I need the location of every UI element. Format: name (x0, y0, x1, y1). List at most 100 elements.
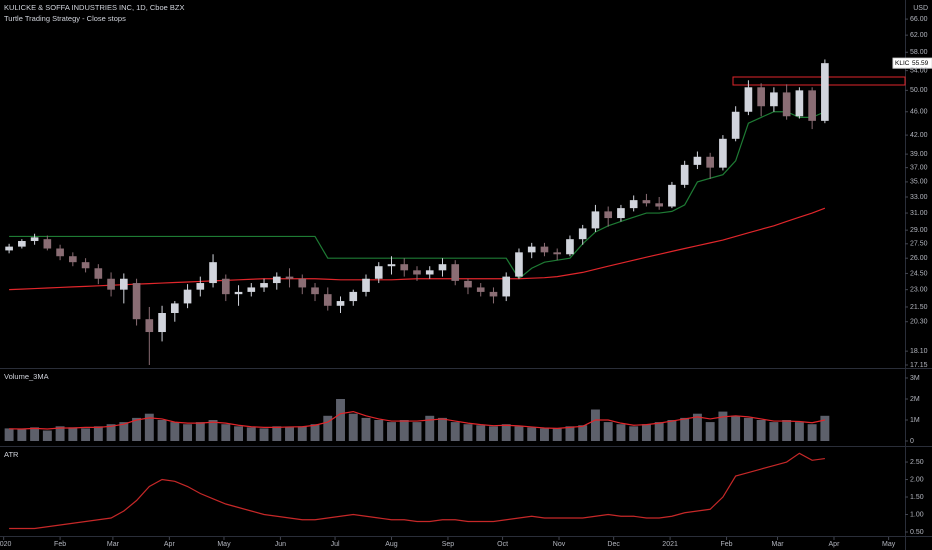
candle-body (476, 287, 485, 292)
y-tick-label: 0.50 (910, 529, 924, 536)
candle-body (170, 303, 179, 314)
y-tick-label: 2M (910, 396, 920, 403)
y-tick-label: 2.00 (910, 476, 924, 483)
volume-bar (387, 422, 396, 442)
y-tick-label: 54.00 (910, 67, 928, 74)
marks: KLIC 55.59 (4, 57, 932, 530)
candle-body (349, 291, 358, 302)
candle-body (668, 184, 676, 207)
volume-bar (310, 424, 320, 442)
y-tick-label: 0 (910, 438, 914, 445)
volume-bar (399, 420, 409, 442)
candle-body (795, 90, 804, 117)
volume-bar (285, 427, 294, 442)
candle-body (413, 270, 421, 275)
volume-bar (170, 422, 180, 442)
volume-bar (374, 420, 384, 442)
x-tick-label: Feb (54, 541, 66, 548)
candle-body (183, 289, 192, 304)
x-tick-label: Dec (607, 541, 620, 548)
y-tick-label: 27.50 (910, 241, 928, 248)
volume-bar (55, 426, 65, 442)
volume-bar (616, 424, 626, 442)
volume-bar (438, 417, 447, 442)
x-tick-label: Oct (497, 541, 508, 548)
volume-bar (157, 420, 167, 442)
volume-bar (272, 426, 282, 442)
candle-body (43, 239, 52, 249)
candle-body (119, 278, 128, 290)
candle-body (234, 291, 243, 295)
x-tick-label: Feb (721, 541, 733, 548)
volume-bar (807, 424, 817, 442)
volume-bar (336, 398, 345, 442)
candle-body (132, 283, 141, 320)
volume-bar (603, 422, 613, 442)
candle-body (604, 211, 613, 219)
volume-bar (756, 420, 766, 442)
volume-bar (476, 425, 486, 442)
volume-bar (348, 413, 358, 442)
candle-body (272, 276, 281, 284)
candle-body (196, 283, 205, 290)
volume-bar (81, 428, 91, 442)
candle-body (425, 270, 434, 275)
x-tick-label: May (217, 541, 231, 548)
volume-bar (667, 420, 677, 442)
volume-ma-line (9, 410, 826, 430)
y-tick-label: 18.10 (910, 348, 928, 355)
volume-bar (425, 415, 435, 442)
candle-body (591, 211, 600, 229)
volume-bar (463, 424, 473, 442)
candle-body (260, 283, 268, 288)
volume-bar (782, 420, 792, 442)
chart-subtitle: Turtle Trading Strategy - Close stops (4, 14, 126, 23)
candle-body (247, 287, 256, 292)
pane-label: ATR (4, 450, 19, 459)
y-tick-label: 42.00 (910, 132, 928, 139)
last-price-label: 55.59 (912, 60, 929, 67)
volume-bar (501, 424, 511, 442)
volume-bar (208, 420, 218, 442)
candle-body (451, 264, 460, 281)
x-tick-label: Sep (442, 541, 455, 548)
y-tick-label: 37.00 (910, 164, 928, 171)
x-tick-label: Jul (331, 541, 340, 548)
candle-body (285, 276, 294, 279)
candle-body (719, 138, 727, 168)
candle-body (5, 246, 13, 251)
y-tick-label: 20.30 (910, 319, 928, 326)
volume-bar (93, 426, 103, 442)
candle-body (757, 87, 765, 107)
x-tick-label: Jun (275, 541, 286, 548)
x-tick-label: 2021 (662, 541, 678, 548)
x-tick-label: Apr (829, 541, 841, 548)
volume-bar (820, 415, 830, 442)
volume-bar (629, 426, 639, 442)
volume-bar (794, 422, 804, 442)
candle-body (744, 87, 753, 112)
candle-body (69, 256, 77, 263)
volume-bar (195, 422, 205, 442)
candle-body (680, 164, 689, 185)
candle-body (145, 319, 154, 333)
y-tick-label: 58.00 (910, 49, 928, 56)
candle-body (731, 111, 740, 139)
y-tick-label: 1M (910, 417, 920, 424)
candle-body (489, 291, 498, 297)
volume-bar (42, 430, 52, 442)
candle-body (693, 156, 702, 165)
candle-body (706, 156, 714, 168)
candle-body (56, 248, 64, 257)
volume-bar (565, 426, 575, 442)
y-tick-label: 3M (910, 375, 920, 382)
candle-body (617, 208, 625, 219)
volume-bar (769, 422, 779, 442)
candle-body (527, 246, 536, 253)
symbol-label: KLIC (895, 60, 910, 67)
y-tick-label: 35.00 (910, 179, 928, 186)
candle-body (81, 262, 90, 269)
volume-bar (450, 422, 460, 442)
